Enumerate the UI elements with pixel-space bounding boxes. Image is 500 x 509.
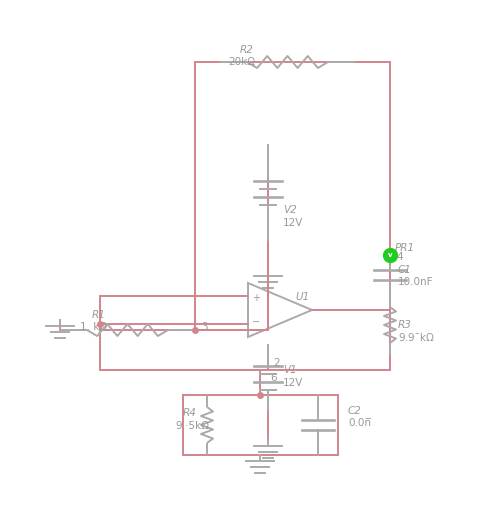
Text: v: v [388, 252, 392, 258]
Text: R3: R3 [398, 320, 412, 330]
Text: C2: C2 [348, 406, 362, 416]
Text: R2: R2 [240, 45, 254, 55]
Text: 12V: 12V [283, 218, 304, 228]
Text: 0.0n̅: 0.0n̅ [348, 418, 371, 428]
Text: U1: U1 [295, 292, 309, 302]
Text: 20kΩ: 20kΩ [228, 57, 255, 67]
Text: 2: 2 [273, 358, 280, 368]
Text: 9.9ˉkΩ: 9.9ˉkΩ [398, 333, 434, 343]
Text: R1: R1 [92, 310, 106, 320]
Text: PR1: PR1 [395, 243, 415, 253]
Text: 9.·5kΩ: 9.·5kΩ [175, 421, 209, 431]
Text: C1: C1 [398, 265, 412, 275]
Text: V2: V2 [283, 205, 297, 215]
Text: 4: 4 [396, 252, 402, 262]
Text: 1. kΩ: 1. kΩ [80, 322, 107, 332]
Text: 10.0nF: 10.0nF [398, 277, 434, 287]
Text: 12V: 12V [283, 378, 304, 388]
Text: −: − [252, 317, 260, 327]
Text: 6: 6 [270, 373, 276, 383]
Text: V1: V1 [283, 365, 297, 375]
Text: 3: 3 [201, 322, 207, 332]
Text: +: + [252, 293, 260, 303]
Text: R4: R4 [183, 408, 197, 418]
